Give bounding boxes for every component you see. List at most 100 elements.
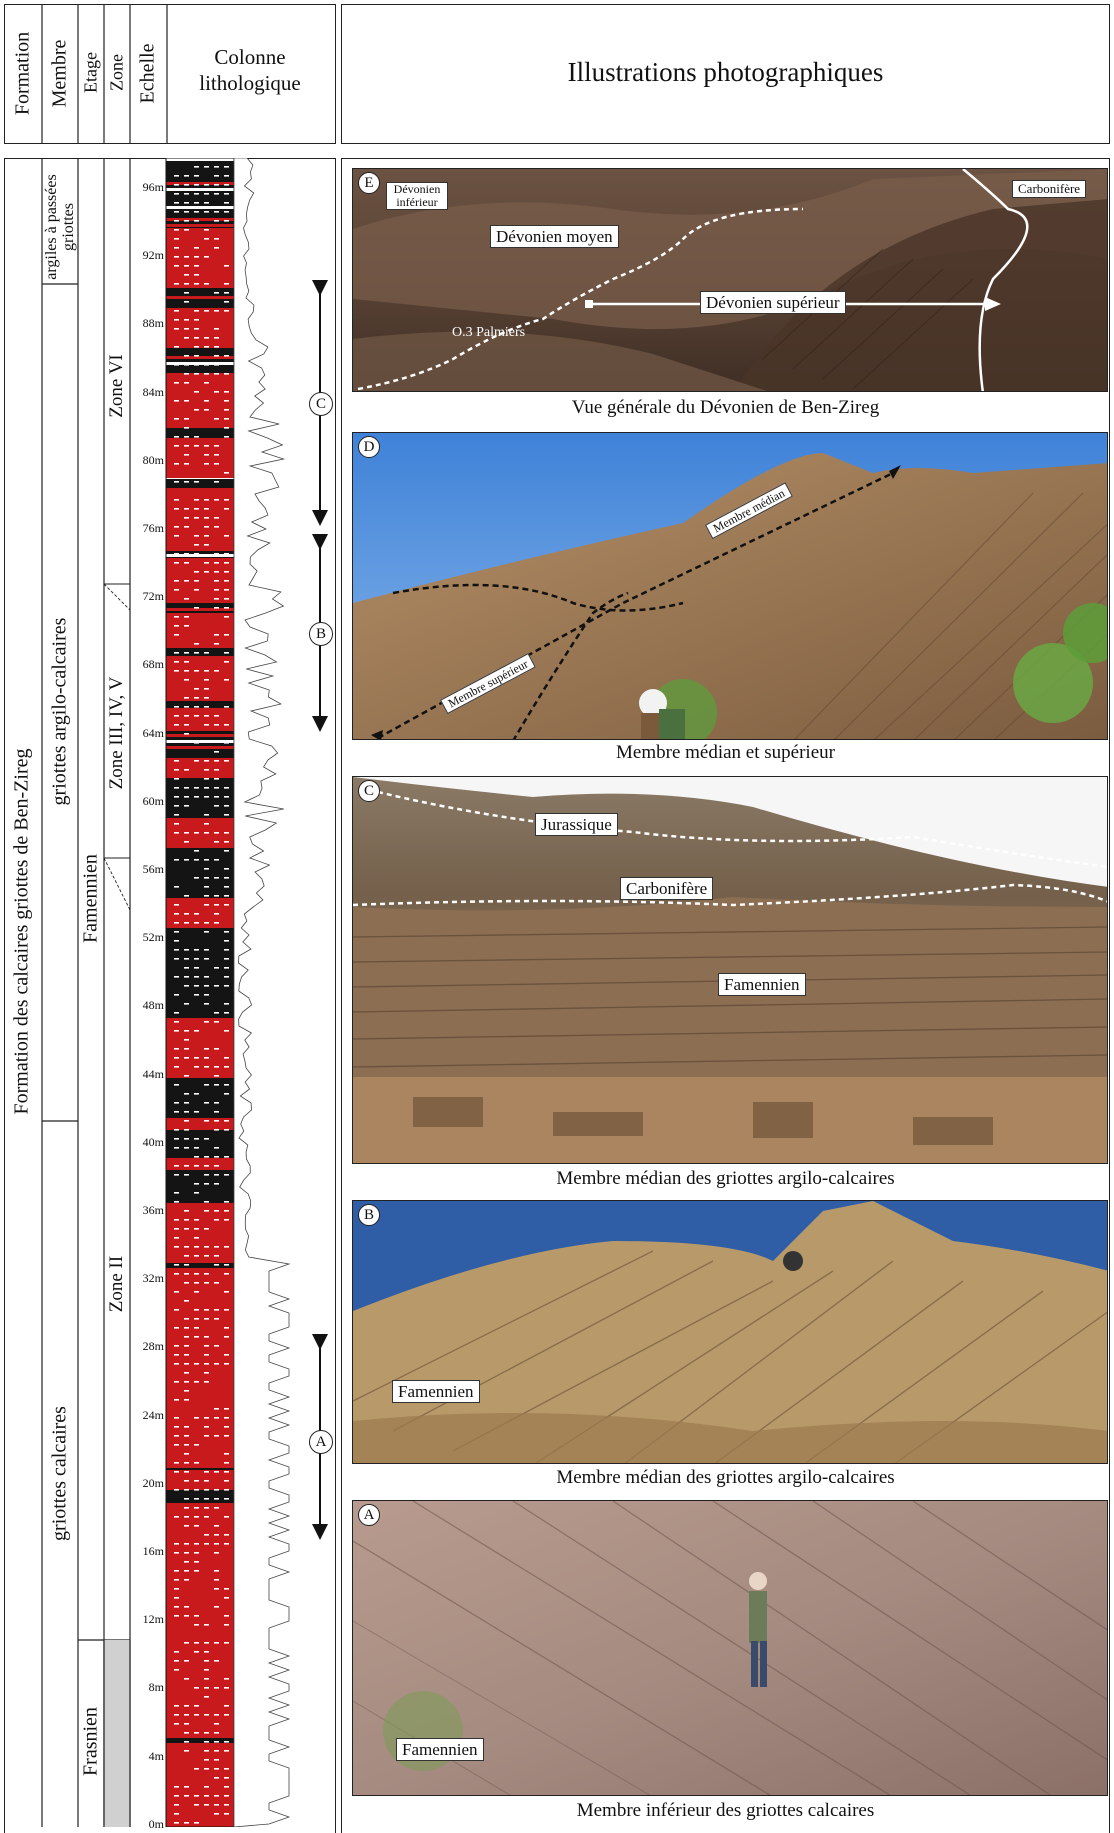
column-nodule bbox=[224, 1543, 229, 1545]
column-nodule bbox=[214, 1309, 219, 1311]
column-nodule bbox=[184, 256, 189, 258]
column-nodule bbox=[184, 1561, 189, 1563]
column-nodule bbox=[174, 796, 179, 798]
column-range-arrows bbox=[312, 280, 328, 1540]
scale-tick-label: 92m bbox=[142, 248, 164, 263]
column-nodule bbox=[194, 310, 199, 312]
column-nodule bbox=[174, 1138, 179, 1140]
column-nodule bbox=[174, 1597, 179, 1599]
column-nodule bbox=[204, 283, 209, 285]
column-nodule bbox=[184, 661, 189, 663]
column-nodule bbox=[224, 1453, 229, 1455]
column-nodule bbox=[204, 1381, 209, 1383]
column-nodule bbox=[224, 877, 229, 879]
photo-e-letter: E bbox=[358, 172, 380, 194]
photo-e-devonien-moyen: Dévonien moyen bbox=[490, 225, 619, 248]
column-layer bbox=[166, 188, 234, 191]
column-nodule bbox=[174, 184, 179, 186]
column-nodule bbox=[184, 670, 189, 672]
column-nodule bbox=[214, 1048, 219, 1050]
column-nodule bbox=[224, 1597, 229, 1599]
column-nodule bbox=[174, 823, 179, 825]
column-layer bbox=[166, 362, 234, 365]
column-nodule bbox=[224, 193, 229, 195]
column-nodule bbox=[214, 769, 219, 771]
column-nodule bbox=[214, 1408, 219, 1410]
photo-d-caption: Membre médian et supérieur bbox=[616, 742, 835, 763]
column-nodule bbox=[224, 1408, 229, 1410]
column-nodule bbox=[184, 1714, 189, 1716]
column-nodule bbox=[174, 499, 179, 501]
column-nodule bbox=[214, 553, 219, 555]
column-nodule bbox=[174, 778, 179, 780]
column-nodule bbox=[174, 229, 179, 231]
column-nodule bbox=[224, 553, 229, 555]
column-nodule bbox=[194, 1804, 199, 1806]
column-nodule bbox=[184, 1444, 189, 1446]
column-nodule bbox=[174, 1129, 179, 1131]
column-nodule bbox=[224, 976, 229, 978]
column-nodule bbox=[194, 1525, 199, 1527]
column-nodule bbox=[204, 1426, 209, 1428]
column-nodule bbox=[214, 355, 219, 357]
column-nodule bbox=[204, 1768, 209, 1770]
column-nodule bbox=[204, 1246, 209, 1248]
column-layer bbox=[166, 182, 234, 185]
scale-tick-label: 80m bbox=[142, 452, 164, 467]
column-nodule bbox=[194, 1642, 199, 1644]
column-nodule bbox=[214, 328, 219, 330]
column-nodule bbox=[184, 1039, 189, 1041]
column-nodule bbox=[174, 202, 179, 204]
column-nodule bbox=[184, 733, 189, 735]
column-nodule bbox=[214, 454, 219, 456]
column-nodule bbox=[214, 526, 219, 528]
column-nodule bbox=[214, 634, 219, 636]
column-layer bbox=[166, 608, 234, 611]
scale-tick-label: 16m bbox=[142, 1544, 164, 1558]
column-nodule bbox=[214, 1813, 219, 1815]
column-nodule bbox=[224, 1534, 229, 1536]
column-nodule bbox=[194, 1624, 199, 1626]
column-nodule bbox=[184, 508, 189, 510]
column-nodule bbox=[174, 553, 179, 555]
column-nodule bbox=[174, 1264, 179, 1266]
column-nodule bbox=[184, 832, 189, 834]
column-nodule bbox=[184, 1210, 189, 1212]
column-nodule bbox=[194, 544, 199, 546]
column-nodule bbox=[194, 355, 199, 357]
column-nodule bbox=[174, 1795, 179, 1797]
column-nodule bbox=[174, 805, 179, 807]
column-nodule bbox=[184, 526, 189, 528]
column-nodule bbox=[224, 373, 229, 375]
column-nodule bbox=[184, 985, 189, 987]
column-nodule bbox=[184, 1120, 189, 1122]
scale-tick-label: 64m bbox=[142, 725, 164, 740]
column-nodule bbox=[174, 1327, 179, 1329]
column-nodule bbox=[194, 1507, 199, 1509]
photo-a-caption: Membre inférieur des griottes calcaires bbox=[576, 1800, 875, 1821]
column-nodule bbox=[174, 661, 179, 663]
column-nodule bbox=[194, 850, 199, 852]
photo-e-caption: Vue générale du Dévonien de Ben-Zireg bbox=[571, 397, 880, 418]
stage-frasnien-label: Frasnien bbox=[79, 1707, 102, 1776]
column-nodule bbox=[224, 931, 229, 933]
column-nodule bbox=[184, 328, 189, 330]
column-nodule bbox=[184, 1390, 189, 1392]
column-nodule bbox=[184, 1480, 189, 1482]
column-nodule bbox=[204, 1228, 209, 1230]
column-nodule bbox=[204, 832, 209, 834]
column-nodule bbox=[174, 769, 179, 771]
column-nodule bbox=[184, 1786, 189, 1788]
column-nodule bbox=[204, 1489, 209, 1491]
column-nodule bbox=[204, 1516, 209, 1518]
column-nodule bbox=[174, 508, 179, 510]
column-nodule bbox=[184, 274, 189, 276]
column-nodule bbox=[194, 715, 199, 717]
column-nodule bbox=[184, 967, 189, 969]
column-nodule bbox=[184, 769, 189, 771]
column-nodule bbox=[224, 1336, 229, 1338]
photo-b-letter: B bbox=[358, 1204, 380, 1226]
column-nodule bbox=[214, 211, 219, 213]
column-nodule bbox=[214, 292, 219, 294]
column-nodule bbox=[204, 1363, 209, 1365]
